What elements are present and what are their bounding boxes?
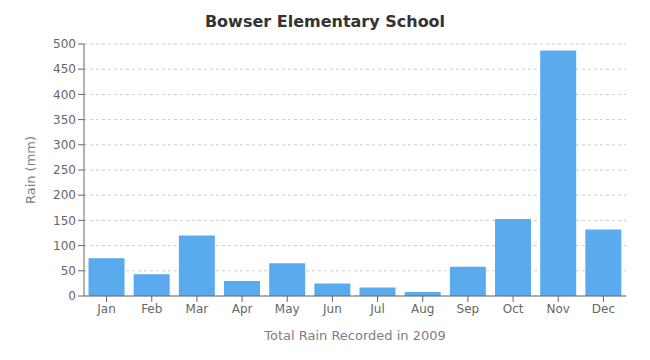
svg-text:Rain (mm): Rain (mm) <box>23 136 38 204</box>
svg-text:150: 150 <box>53 214 76 228</box>
svg-text:300: 300 <box>53 138 76 152</box>
svg-text:Oct: Oct <box>503 302 524 316</box>
svg-text:200: 200 <box>53 188 76 202</box>
svg-text:Aug: Aug <box>411 302 434 316</box>
svg-text:Jan: Jan <box>96 302 116 316</box>
svg-text:Nov: Nov <box>547 302 570 316</box>
svg-text:Total Rain Recorded in 2009: Total Rain Recorded in 2009 <box>263 328 446 343</box>
svg-text:Sep: Sep <box>457 302 480 316</box>
svg-text:400: 400 <box>53 88 76 102</box>
svg-text:Dec: Dec <box>592 302 615 316</box>
svg-text:Apr: Apr <box>232 302 253 316</box>
svg-text:0: 0 <box>68 289 76 303</box>
svg-text:May: May <box>275 302 300 316</box>
svg-text:350: 350 <box>53 113 76 127</box>
svg-text:250: 250 <box>53 163 76 177</box>
svg-text:100: 100 <box>53 239 76 253</box>
svg-text:Feb: Feb <box>141 302 162 316</box>
svg-text:450: 450 <box>53 62 76 76</box>
svg-text:Jul: Jul <box>369 302 384 316</box>
svg-text:Jun: Jun <box>322 302 342 316</box>
html-text:Bowser Elementary School: Bowser Elementary School <box>204 12 446 31</box>
svg-text:Mar: Mar <box>186 302 209 316</box>
svg-text:50: 50 <box>61 264 76 278</box>
svg-text:500: 500 <box>53 37 76 51</box>
